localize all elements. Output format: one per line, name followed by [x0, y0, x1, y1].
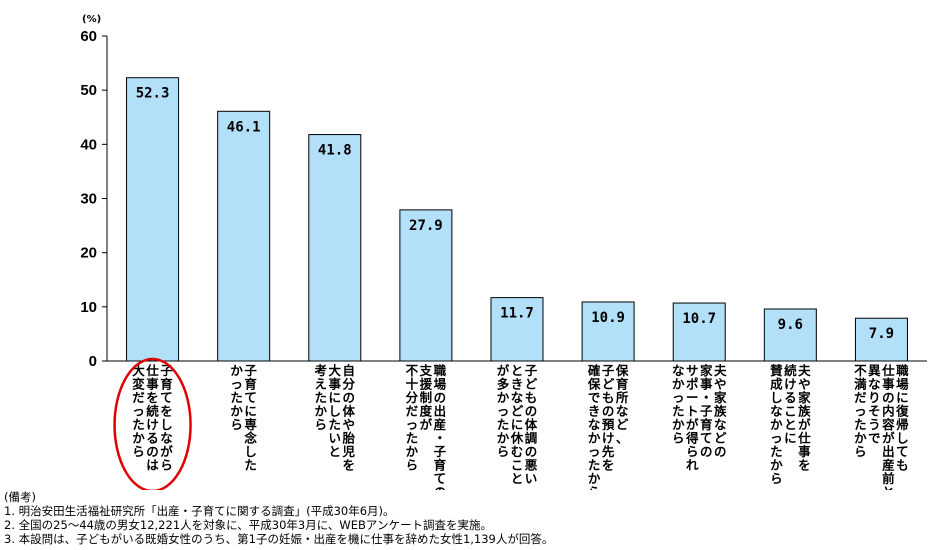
category-label-line: 支援制度が [419, 363, 433, 432]
category-label-line: 保育所など、 [615, 363, 629, 446]
category-label-line: 子育てをしながら [160, 363, 173, 473]
category-label-line: 大変だったから [132, 363, 145, 459]
y-tick-label: 10 [80, 299, 97, 316]
category-label: 職場の出産・子育ての支援制度が不十分だったから [406, 363, 447, 490]
category-label-line: 続けることに [784, 363, 797, 446]
category-label-line: かったから [230, 363, 243, 432]
notes: (備考) 1. 明治安田生活福祉研究所「出産・子育てに関する調査」(平成30年6… [4, 490, 553, 546]
category-label-line: 仕事を続けるのは [145, 363, 159, 473]
category-label-line: 子どもの預け先を [602, 363, 615, 473]
category-label-line: 異なりそうで [868, 363, 881, 446]
note-line-2: 2. 全国の25～44歳の男女12,221人を対象に、平成30年3月に、WEBア… [4, 518, 492, 532]
category-label-line: 子どもの体調の悪い [525, 363, 538, 486]
category-label-line: 夫や家族などの [714, 363, 727, 459]
category-label-line: 考えたから [315, 363, 328, 432]
category-label-line: 確保できなかったから [587, 363, 601, 490]
bar [126, 77, 180, 362]
bar-value-label: 7.9 [869, 326, 894, 342]
bar-value-label: 11.7 [500, 306, 534, 322]
y-tick-label: 30 [80, 191, 97, 208]
bar-value-label: 46.1 [227, 119, 261, 135]
bar-value-label: 27.9 [409, 218, 443, 234]
bar [217, 110, 271, 362]
category-label-line: が多かったから [497, 363, 510, 459]
bar [490, 297, 544, 362]
bar-chart: (%) 0 10 20 30 40 50 60 52.3 46.1 41.8 27.9 11.7 10… [80, 14, 927, 490]
bars: 52.3 46.1 41.8 27.9 11.7 10.9 10.7 9.6 7.9 [126, 77, 908, 362]
bar-value-label: 10.7 [682, 311, 716, 327]
y-tick-label: 20 [80, 245, 97, 262]
y-tick-label: 0 [89, 353, 97, 370]
category-label-line: 職場に復帰しても [895, 363, 909, 473]
category-label-line: 賛成しなかったから [770, 363, 783, 486]
bar-value-label: 52.3 [136, 86, 170, 102]
category-label-line: 夫や家族が仕事を [797, 363, 811, 473]
bar [399, 209, 453, 362]
bar [672, 302, 726, 362]
category-label-line: 不満だったから [854, 363, 867, 459]
y-tick-label: 60 [80, 28, 97, 45]
category-label-line: 子育てに専念した [244, 363, 257, 473]
category-label: 職場に復帰しても仕事の内容が出産前と異なりそうで不満だったから [854, 363, 909, 490]
category-label-line: サポートが得られ [685, 363, 699, 473]
bar-value-label: 9.6 [778, 317, 803, 333]
y-unit-label: (%) [82, 14, 101, 25]
category-label-line: なかったから [672, 363, 685, 446]
category-label-line: 家事・子育ての [700, 363, 713, 459]
bar-value-label: 41.8 [318, 143, 352, 159]
category-label-line: 職場の出産・子育ての [434, 363, 447, 490]
category-label-line: ときなどに休むこと [510, 363, 524, 486]
bar [581, 301, 635, 362]
y-tick-label: 40 [80, 136, 97, 153]
note-line-1: 1. 明治安田生活福祉研究所「出産・子育てに関する調査」(平成30年6月)。 [4, 504, 395, 518]
bar [763, 308, 817, 362]
category-label-line: 仕事の内容が出産前と [881, 363, 895, 490]
category-label: 保育所など、子どもの預け先を確保できなかったから [587, 363, 629, 490]
bar [308, 134, 362, 362]
category-label-line: 不十分だったから [406, 363, 419, 473]
notes-heading: (備考) [4, 490, 36, 504]
highlight-circle [113, 357, 192, 490]
bar [854, 317, 908, 362]
note-line-3: 3. 本設問は、子どもがいる既婚女性のうち、第1子の妊娠・出産を機に仕事を辞めた… [4, 532, 554, 546]
category-label-line: 大事にしたいと [329, 363, 342, 459]
category-label-line: 自分の体や胎児を [342, 363, 356, 473]
bar-value-label: 10.9 [591, 310, 625, 326]
y-tick-label: 50 [80, 82, 97, 99]
